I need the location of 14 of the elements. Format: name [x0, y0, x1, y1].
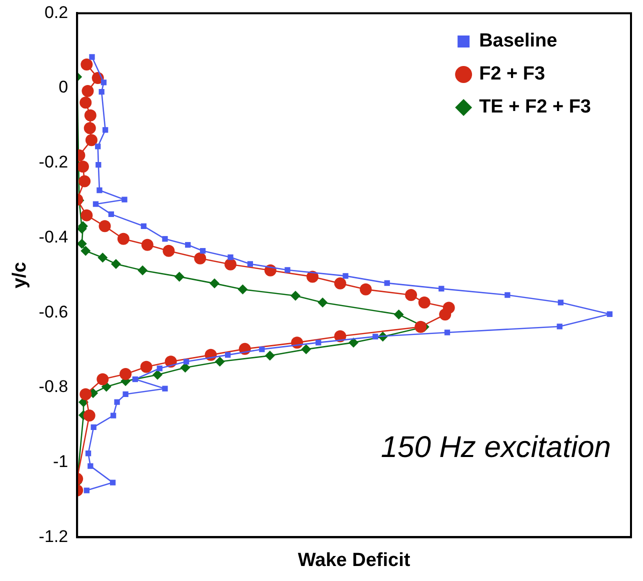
x-axis-title: Wake Deficit [298, 550, 411, 571]
legend-label: Baseline [479, 30, 558, 52]
legend-label: F2 + F3 [479, 64, 546, 85]
y-tick-label: -0.8 [38, 377, 68, 396]
legend-label: TE + F2 + F3 [479, 96, 592, 118]
y-tick-label: 0 [58, 78, 68, 97]
annotation: 150 Hz excitation [380, 431, 611, 464]
y-tick-label: -0.4 [38, 227, 68, 246]
y-tick-label: 0.2 [44, 2, 68, 22]
y-tick-label: -0.2 [38, 152, 68, 172]
y-axis-title: y/c [10, 262, 31, 288]
y-tick-label: -1 [52, 452, 68, 472]
y-tick-label: -0.6 [38, 302, 68, 322]
y-tick-label: -1.2 [38, 526, 68, 546]
